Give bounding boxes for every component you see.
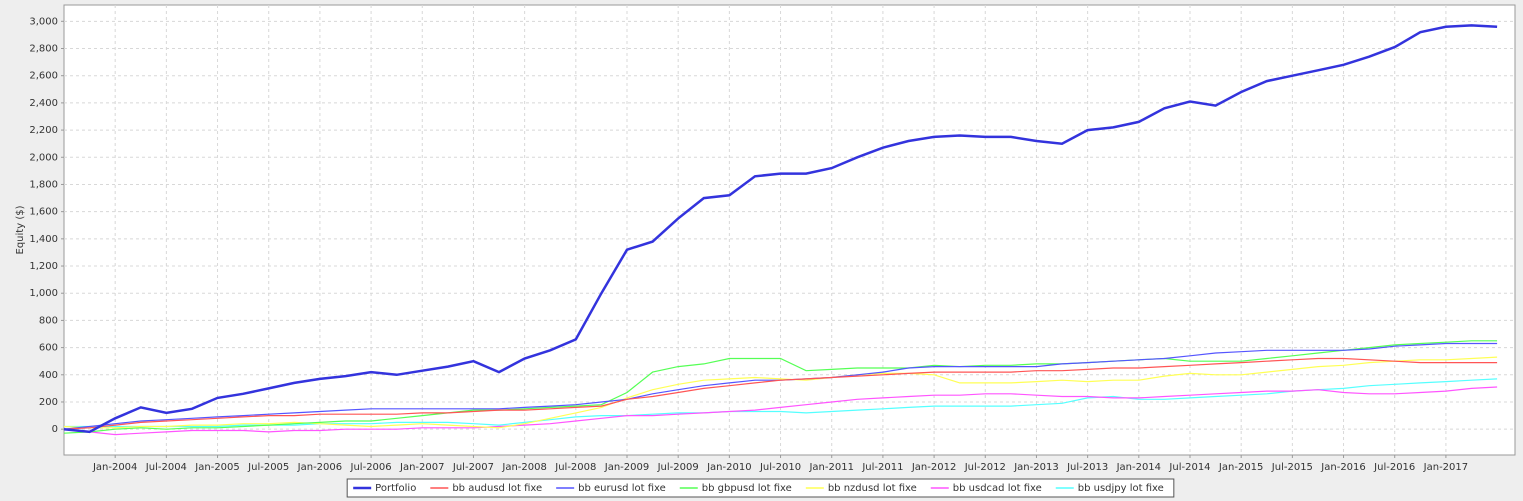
y-tick-label: 2,000 <box>29 152 58 163</box>
y-tick-label: 1,600 <box>29 207 58 218</box>
x-tick-label: Jan-2005 <box>194 462 239 473</box>
series-line <box>63 340 1498 434</box>
legend-label: bb eurusd lot fixe <box>578 483 666 494</box>
x-tick-label: Jul-2014 <box>1168 462 1210 473</box>
x-tick-label: Jan-2017 <box>1423 462 1468 473</box>
x-tick-label: Jul-2004 <box>145 462 187 473</box>
legend: Portfolio bb audusd lot fixe bb eurusd lot… <box>346 478 1175 498</box>
x-tick-label: Jan-2015 <box>1218 462 1263 473</box>
y-axis-label: Equity ($) <box>15 205 26 254</box>
legend-label: bb gbpusd lot fixe <box>702 483 792 494</box>
y-tick-label: 0 <box>52 424 58 435</box>
legend-label: bb audusd lot fixe <box>452 483 542 494</box>
x-tick-label: Jul-2005 <box>247 462 289 473</box>
x-tick-label: Jul-2016 <box>1373 462 1415 473</box>
series-line <box>63 24 1498 434</box>
x-tick-label: Jan-2004 <box>92 462 137 473</box>
x-tick-label: Jul-2008 <box>554 462 596 473</box>
legend-label: Portfolio <box>375 483 416 494</box>
legend-box <box>346 478 1175 498</box>
y-tick-label: 3,000 <box>29 16 58 27</box>
y-tick-label: 200 <box>39 397 58 408</box>
x-tick-label: Jul-2015 <box>1271 462 1313 473</box>
x-tick-label: Jan-2014 <box>1116 462 1161 473</box>
y-tick-label: 600 <box>39 343 58 354</box>
x-tick-label: Jul-2011 <box>861 462 903 473</box>
series-line <box>63 386 1498 436</box>
x-tick-label: Jan-2013 <box>1013 462 1058 473</box>
y-tick-label: 1,200 <box>29 261 58 272</box>
x-tick-label: Jul-2013 <box>1066 462 1108 473</box>
x-tick-label: Jan-2016 <box>1320 462 1365 473</box>
x-tick-label: Jul-2010 <box>759 462 801 473</box>
legend-label: bb usdcad lot fixe <box>953 483 1042 494</box>
x-tick-label: Jul-2006 <box>350 462 392 473</box>
x-tick-label: Jul-2009 <box>657 462 699 473</box>
x-tick-label: Jan-2010 <box>706 462 751 473</box>
y-tick-label: 2,200 <box>29 125 58 136</box>
y-tick-label: 1,800 <box>29 179 58 190</box>
x-tick-label: Jul-2012 <box>964 462 1006 473</box>
x-tick-label: Jan-2006 <box>297 462 342 473</box>
legend-label: bb nzdusd lot fixe <box>828 483 917 494</box>
y-tick-label: 2,600 <box>29 71 58 82</box>
y-tick-label: 2,800 <box>29 44 58 55</box>
series-line <box>64 378 1498 428</box>
series-line <box>63 357 1498 430</box>
y-tick-label: 1,400 <box>29 234 58 245</box>
x-tick-label: Jan-2012 <box>911 462 956 473</box>
x-tick-label: Jan-2008 <box>501 462 546 473</box>
y-tick-label: 400 <box>39 370 58 381</box>
y-tick-label: 2,400 <box>29 98 58 109</box>
y-tick-label: 1,000 <box>29 288 58 299</box>
legend-label: bb usdjpy lot fixe <box>1078 483 1164 494</box>
x-tick-label: Jan-2009 <box>604 462 649 473</box>
plot-area <box>63 4 1516 456</box>
y-tick-label: 800 <box>39 315 58 326</box>
x-tick-label: Jul-2007 <box>452 462 494 473</box>
x-tick-label: Jan-2011 <box>808 462 853 473</box>
x-tick-label: Jan-2007 <box>399 462 444 473</box>
